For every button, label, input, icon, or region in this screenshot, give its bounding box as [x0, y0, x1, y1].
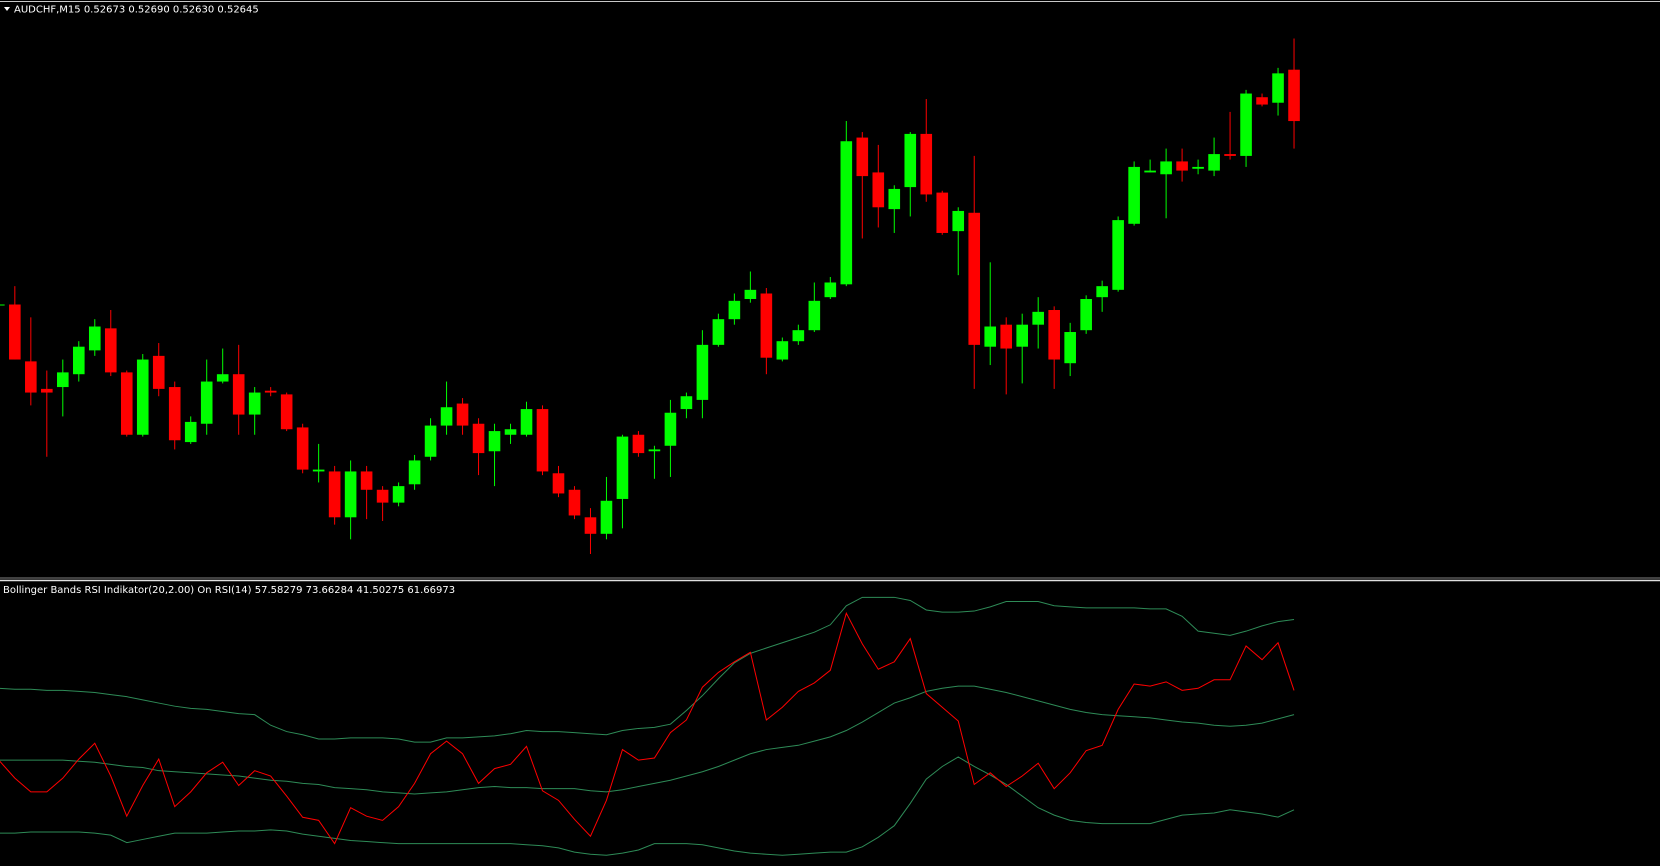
candle-body: [0, 304, 5, 306]
candle-body: [488, 431, 501, 452]
candle-body: [904, 133, 917, 188]
candle-body: [424, 425, 437, 457]
candle-body: [696, 344, 709, 400]
candle-body: [248, 392, 261, 415]
candle-body: [1160, 161, 1172, 175]
candle-body: [776, 341, 789, 360]
candle-body: [760, 293, 773, 358]
candle-body: [520, 409, 533, 435]
candle-body: [616, 436, 629, 499]
candle-body: [1256, 97, 1268, 105]
candle-body: [1224, 154, 1236, 156]
candle-body: [504, 429, 517, 435]
candle-body: [872, 172, 885, 208]
candle-body: [152, 355, 165, 389]
candle-body: [41, 388, 53, 393]
candle-body: [280, 394, 293, 430]
series-line: [0, 611, 1295, 845]
candle-body: [536, 409, 549, 472]
candle-body: [1096, 286, 1108, 298]
candle-body: [440, 407, 453, 426]
candle-body: [88, 326, 101, 351]
candle-body: [1080, 299, 1092, 331]
candle-body: [1208, 154, 1220, 171]
candle-body: [1016, 324, 1028, 347]
candle-body: [1272, 73, 1284, 103]
candle-body: [792, 330, 805, 342]
candle-body: [136, 359, 149, 435]
series-line: [0, 756, 1295, 856]
candle-body: [25, 361, 37, 393]
candle-body: [920, 133, 933, 195]
candle-body: [648, 449, 661, 452]
candle-body: [184, 421, 197, 443]
candle-body: [824, 282, 837, 298]
candle-body: [1064, 332, 1076, 364]
candle-body: [808, 300, 821, 331]
candle-body: [296, 427, 309, 470]
indicator-title: Bollinger Bands RSI Indikator(20,2.00) O…: [3, 585, 455, 596]
candle-body: [680, 396, 693, 410]
candle-body: [408, 460, 421, 485]
candle-body: [1192, 166, 1204, 169]
candle-body: [1240, 93, 1252, 156]
candle-body: [392, 486, 405, 503]
candle-body: [888, 188, 901, 210]
candle-body: [1128, 166, 1140, 224]
candle-body: [1048, 310, 1060, 360]
candle-body: [472, 423, 485, 454]
candle-body: [1288, 69, 1300, 122]
candle-body: [952, 210, 965, 232]
candle-body: [664, 412, 677, 446]
candle-body: [840, 141, 853, 285]
candle-body: [232, 374, 245, 415]
candle-body: [1032, 311, 1044, 325]
menu-triangle[interactable]: [4, 7, 10, 11]
candle-body: [72, 346, 85, 375]
candle-body: [168, 387, 181, 441]
candle-body: [1112, 220, 1124, 290]
candle-body: [328, 471, 341, 518]
candle-body: [856, 137, 869, 177]
candle-body: [200, 381, 213, 424]
candle-body: [984, 326, 997, 347]
candle-body: [57, 372, 69, 388]
candle-body: [936, 192, 949, 233]
candle-body: [216, 374, 229, 382]
candle-body: [968, 212, 981, 345]
candle-body: [552, 473, 565, 494]
candle-body: [264, 390, 277, 393]
candle-body: [312, 469, 325, 472]
candle-body: [600, 500, 613, 534]
candle-body: [376, 489, 389, 503]
candle-body: [712, 319, 725, 345]
candle-body: [456, 403, 469, 426]
series-line: [0, 596, 1295, 743]
candle-body: [120, 372, 133, 435]
candle-body: [632, 434, 645, 454]
candle-body: [1000, 324, 1013, 349]
candle-body: [728, 300, 741, 320]
candle-body: [9, 304, 21, 360]
candle-body: [344, 471, 357, 518]
candle-body: [104, 328, 117, 373]
series-line: [0, 685, 1295, 795]
candle-body: [584, 517, 597, 534]
chart-title: AUDCHF,M15 0.52673 0.52690 0.52630 0.526…: [14, 5, 259, 16]
candle-body: [1176, 161, 1188, 171]
candle-body: [1144, 170, 1156, 173]
candle-body: [360, 471, 373, 490]
candle-body: [744, 289, 757, 300]
candle-body: [568, 489, 581, 516]
